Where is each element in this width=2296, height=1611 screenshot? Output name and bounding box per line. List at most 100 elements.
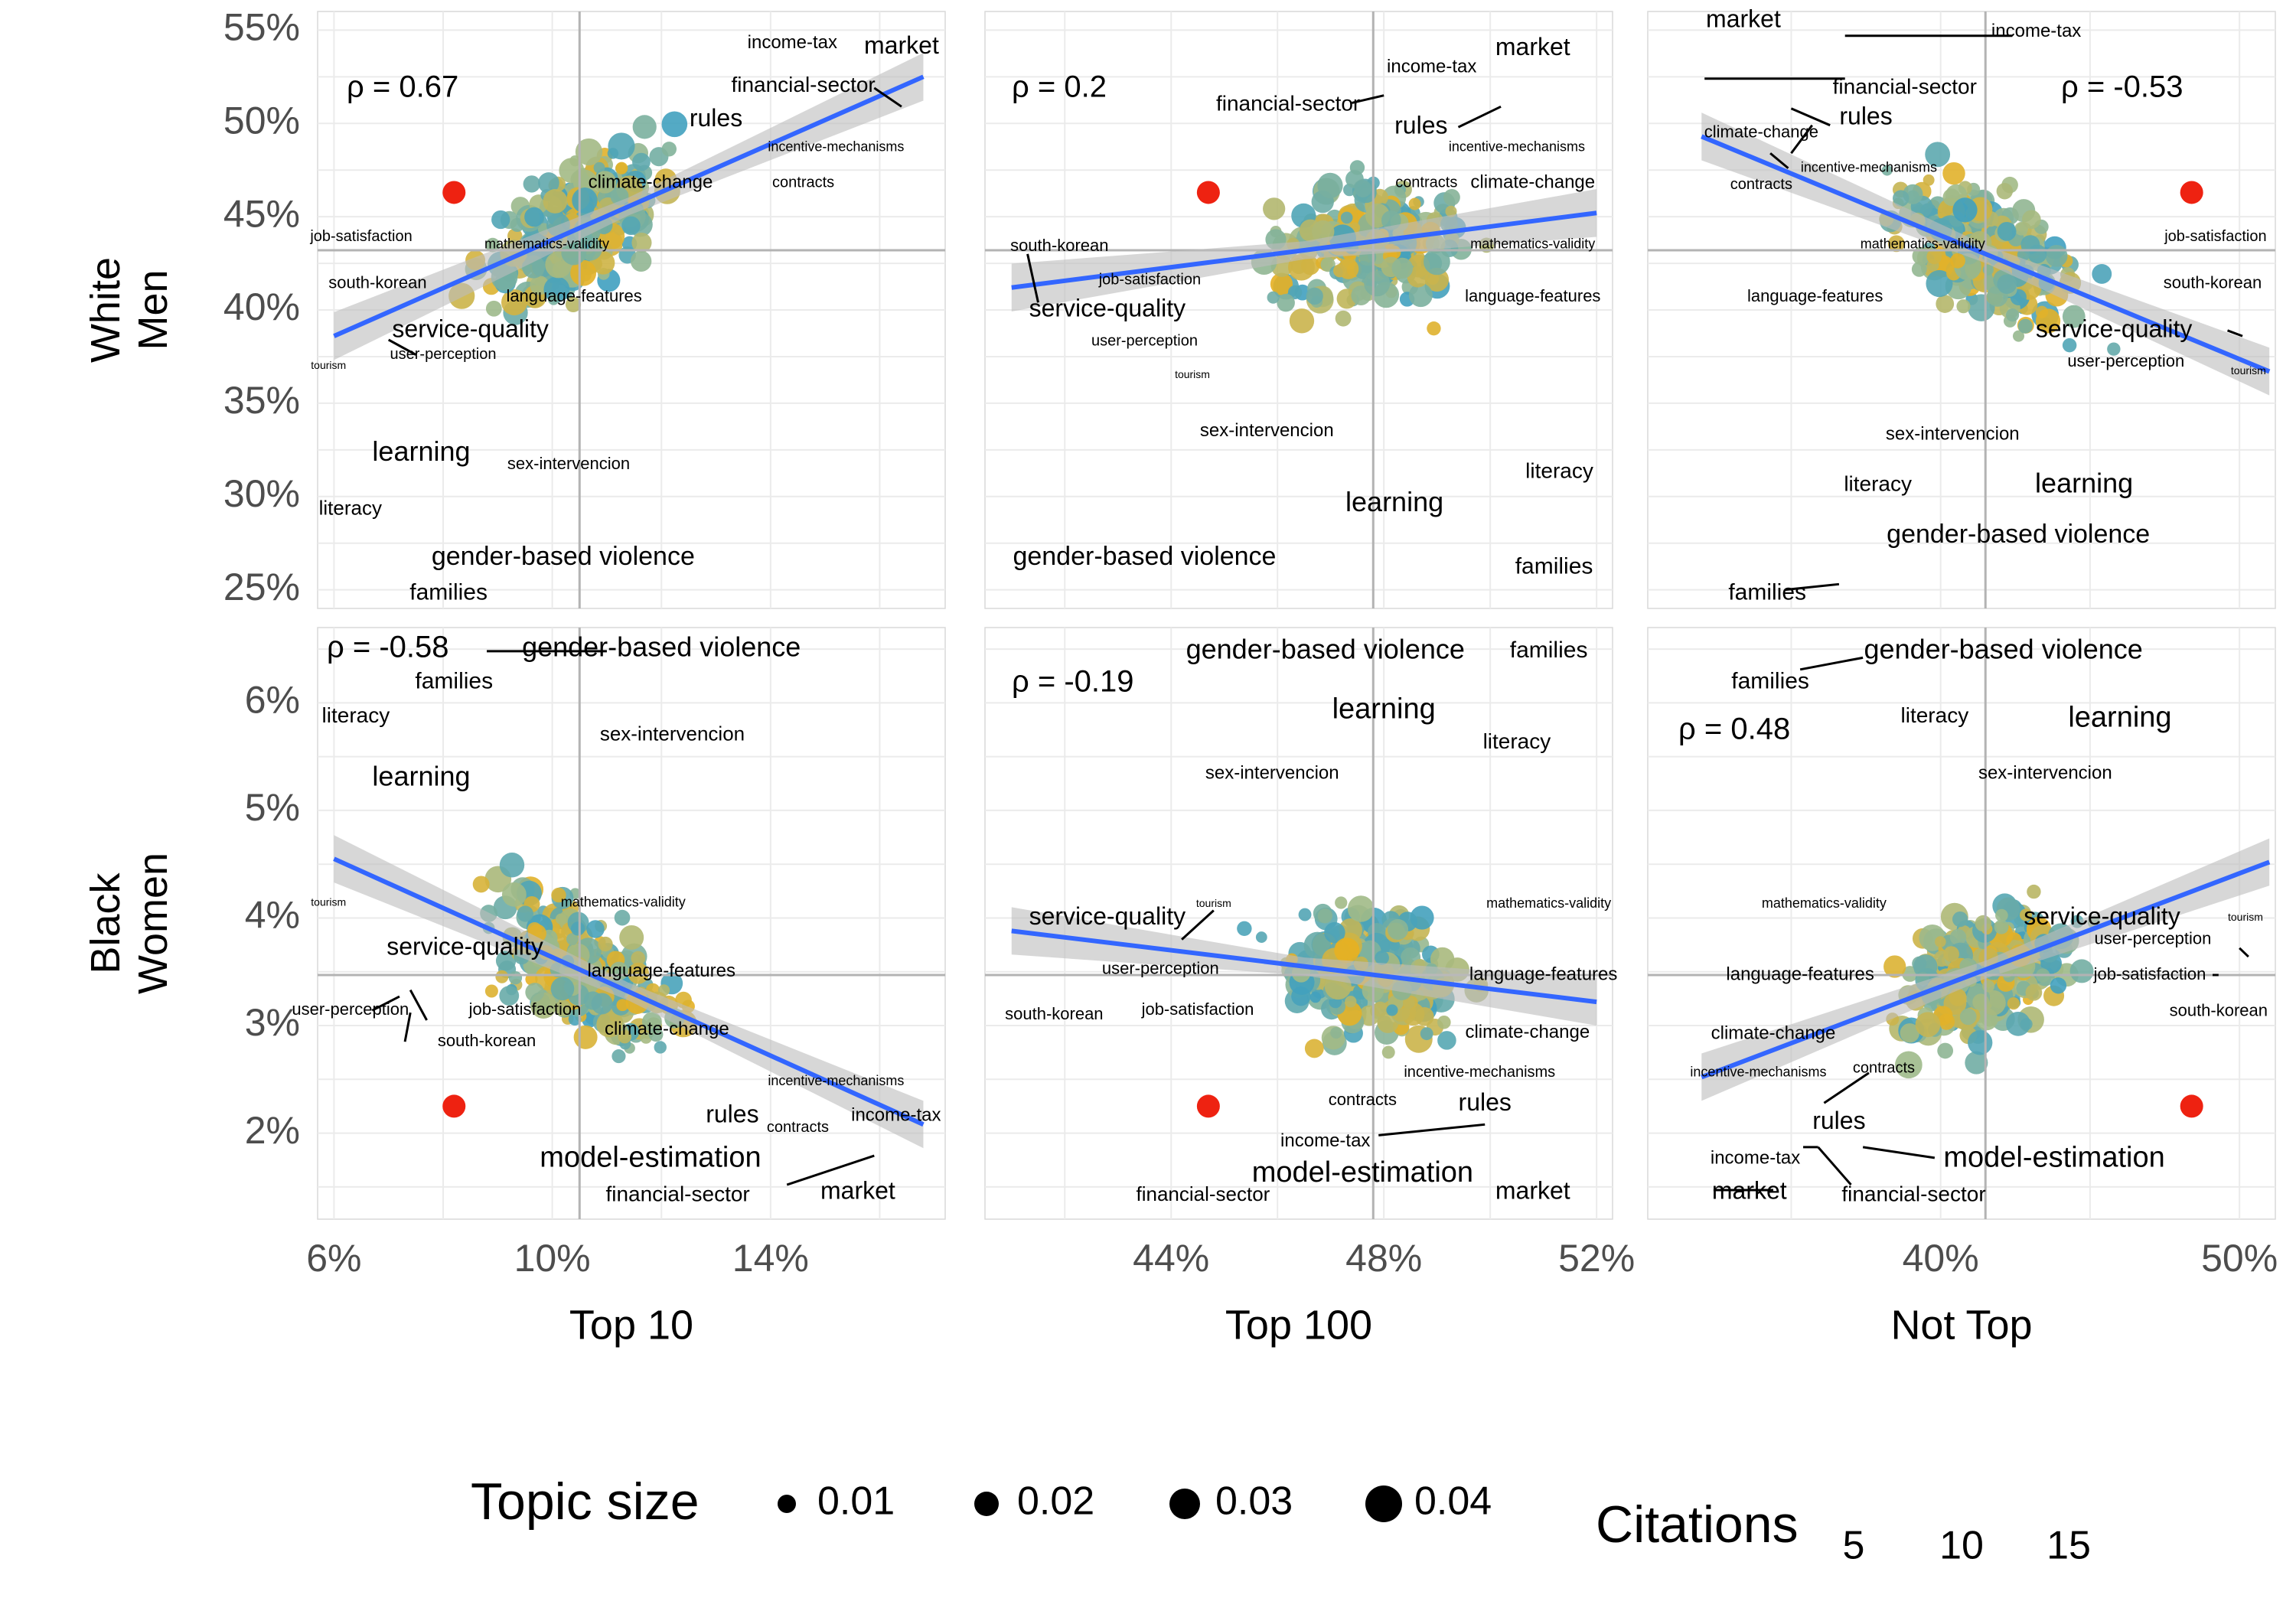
topic-label: language-features xyxy=(1747,286,1883,305)
topic-label: incentive-mechanisms xyxy=(1690,1065,1826,1080)
x-tick-label: 10% xyxy=(514,1237,591,1280)
topic-point xyxy=(1289,308,1315,334)
topic-label: sex-intervencion xyxy=(1886,424,2020,445)
topic-point xyxy=(2022,210,2041,230)
label-leader-line xyxy=(1181,909,1215,941)
topic-point xyxy=(1952,911,1968,928)
topic-point xyxy=(632,152,651,171)
topic-label: sex-intervencion xyxy=(507,454,630,473)
topic-label: mathematics-validity xyxy=(484,236,609,251)
topic-point xyxy=(614,909,631,926)
topic-point xyxy=(1277,293,1295,312)
topic-label: incentive-mechanisms xyxy=(768,1073,904,1088)
topic-point xyxy=(1345,996,1357,1008)
highlight-point xyxy=(1196,1094,1220,1118)
topic-label: climate-change xyxy=(589,172,713,193)
topic-point xyxy=(1420,1027,1433,1041)
topic-point xyxy=(1437,1015,1451,1029)
topic-label: financial-sector xyxy=(731,73,875,96)
trend-line xyxy=(1011,210,1597,290)
topic-label: learning xyxy=(2068,701,2171,733)
label-leader-line xyxy=(1457,105,1502,129)
legend-size-title: Topic size xyxy=(471,1472,700,1531)
y-tick-label: 3% xyxy=(245,1001,300,1044)
topic-point xyxy=(593,161,605,174)
label-leader-line xyxy=(1790,124,1813,155)
topic-point xyxy=(2005,308,2020,322)
topic-point xyxy=(1997,274,2017,294)
topic-label: contracts xyxy=(1853,1060,1915,1077)
topic-point xyxy=(1895,1051,1923,1079)
topic-point xyxy=(1304,1039,1324,1058)
topic-point xyxy=(2045,244,2068,267)
x-tick-label: 48% xyxy=(1345,1237,1422,1280)
topic-label: user-perception xyxy=(1102,959,1219,978)
topic-point xyxy=(2025,983,2043,1001)
topic-point xyxy=(612,1049,626,1064)
rho-annotation: ρ = 0.48 xyxy=(1678,713,1790,746)
topic-label: income-tax xyxy=(1711,1148,1800,1169)
topic-point xyxy=(615,161,628,174)
topic-label: tourism xyxy=(1196,897,1231,909)
topic-label: income-tax xyxy=(851,1104,941,1125)
topic-label: literacy xyxy=(319,497,382,520)
topic-point xyxy=(616,999,629,1012)
label-leader-line xyxy=(1823,1071,1870,1104)
row-strip-label: Black xyxy=(83,872,129,973)
topic-point xyxy=(1943,946,1959,962)
topic-point xyxy=(2050,977,2067,994)
x-axis-title: Top 10 xyxy=(569,1302,693,1348)
topic-label: rules xyxy=(1394,112,1447,139)
topic-label: climate-change xyxy=(605,1019,729,1039)
topic-point xyxy=(1437,1031,1456,1050)
topic-label: incentive-mechanisms xyxy=(1404,1064,1555,1081)
topic-point xyxy=(591,993,613,1015)
topic-label: user-perception xyxy=(2067,351,2184,370)
topic-label: job-satisfaction xyxy=(2093,964,2206,983)
legend-size-label: 0.04 xyxy=(1414,1479,1492,1524)
label-leader-line xyxy=(1769,152,1789,169)
label-leader-line xyxy=(873,86,902,108)
topic-point xyxy=(1391,257,1414,279)
label-leader-line xyxy=(1799,656,1864,671)
legend-size-label: 0.01 xyxy=(817,1479,895,1524)
topic-label: mathematics-validity xyxy=(1762,895,1887,911)
topic-label: south-korean xyxy=(2164,273,2262,292)
topic-point xyxy=(618,1029,632,1044)
topic-label: tourism xyxy=(2231,364,2266,377)
legend-size-label: 0.03 xyxy=(1215,1479,1293,1524)
topic-label: service-quality xyxy=(2036,315,2193,342)
panel-0-0: income-tax market financial-sector rules inc… xyxy=(309,11,946,609)
topic-point xyxy=(1893,190,1910,207)
topic-point xyxy=(621,216,641,236)
topic-point xyxy=(598,936,613,952)
topic-point xyxy=(1237,921,1252,937)
y-tick-label: 6% xyxy=(245,679,300,722)
x-tick-label: 50% xyxy=(2201,1237,2278,1280)
topic-label: job-satisfaction xyxy=(1098,271,1201,288)
topic-point xyxy=(1340,211,1353,224)
topic-label: rules xyxy=(690,104,742,132)
topic-point xyxy=(2012,330,2025,342)
topic-label: south-korean xyxy=(328,273,426,292)
legend-size-swatch xyxy=(974,1492,999,1516)
label-leader-line xyxy=(1862,1146,1936,1159)
topic-point xyxy=(1298,908,1312,921)
topic-point xyxy=(661,111,688,138)
topic-point xyxy=(1354,180,1372,197)
topic-point xyxy=(1317,172,1343,198)
topic-point xyxy=(555,913,567,925)
topic-label: rules xyxy=(1812,1107,1865,1134)
topic-point xyxy=(570,259,597,286)
topic-point xyxy=(1306,287,1323,305)
topic-point xyxy=(1887,235,1905,253)
topic-label: gender-based violence xyxy=(432,542,695,571)
topic-point xyxy=(1334,938,1360,964)
topic-point xyxy=(1443,188,1460,206)
topic-point xyxy=(1330,1026,1342,1039)
x-axis-title: Not Top xyxy=(1890,1302,2032,1348)
topic-label: tourism xyxy=(311,895,346,908)
topic-label: model-estimation xyxy=(540,1141,761,1173)
topic-point xyxy=(1407,266,1429,288)
topic-label: sex-intervencion xyxy=(1200,420,1334,441)
